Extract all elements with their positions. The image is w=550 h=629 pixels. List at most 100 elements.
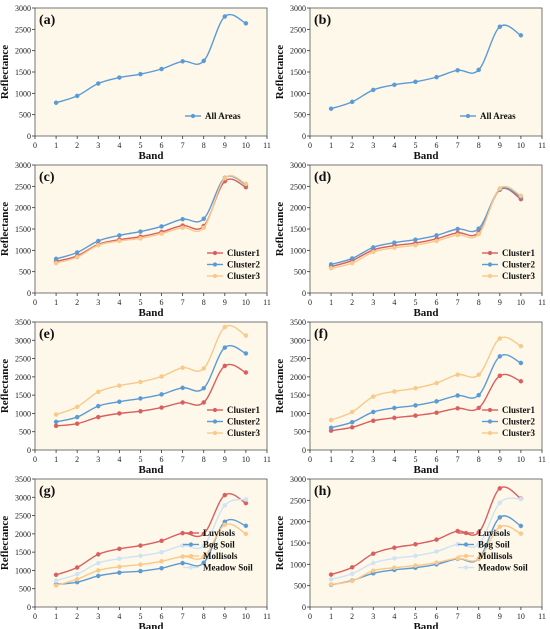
x-tick-label: 2 — [75, 612, 79, 621]
legend-label-cluster3: Cluster3 — [502, 271, 535, 281]
data-point-meadow-soil — [392, 556, 397, 561]
data-point-cluster3 — [328, 266, 334, 271]
data-point-cluster3 — [455, 232, 460, 238]
data-point-mollisols — [243, 531, 249, 537]
legend-marker-cluster3 — [212, 273, 218, 279]
x-tick-label: 6 — [160, 298, 164, 307]
x-tick-label: 3 — [371, 141, 375, 150]
y-tick-label: 2000 — [290, 373, 306, 382]
x-tick-label: 7 — [456, 298, 460, 307]
y-tick-label: 500 — [294, 428, 306, 437]
y-tick-label: 1000 — [15, 566, 31, 575]
legend-label-cluster2: Cluster2 — [502, 417, 535, 427]
data-point-mollisols — [434, 560, 439, 565]
legend-label-cluster3: Cluster3 — [227, 428, 260, 438]
x-tick-label: 7 — [456, 141, 460, 150]
y-tick-label: 3500 — [15, 475, 31, 484]
data-point-cluster2 — [455, 393, 460, 398]
data-point-luvisols — [497, 486, 503, 491]
legend-marker-cluster1 — [212, 407, 218, 413]
data-point-cluster1 — [497, 373, 503, 379]
series-line-cluster3 — [330, 336, 522, 421]
x-tick-label: 10 — [242, 612, 250, 621]
data-point-luvisols — [392, 545, 397, 550]
y-tick-label: 0 — [27, 132, 31, 141]
data-point-cluster3 — [328, 417, 334, 423]
data-point-mollisols — [371, 568, 376, 573]
series-line-bog-soil — [330, 515, 522, 586]
data-point-cluster3 — [74, 404, 80, 410]
data-point-mollisols — [222, 522, 228, 527]
y-tick-label: 500 — [294, 111, 306, 120]
x-tick-label: 7 — [181, 455, 185, 464]
panel-label: (g) — [39, 484, 56, 499]
data-point-cluster3 — [53, 260, 59, 266]
chart-panel-e: 0 1 2 3 4 5 6 7 8 9 10 11 0 500 1000 1500 2000 2500 3000 35… — [0, 318, 271, 476]
y-tick-label: 1500 — [290, 225, 306, 234]
data-point-cluster2 — [349, 256, 355, 261]
legend-label-cluster1: Cluster1 — [227, 248, 260, 258]
data-point-cluster1 — [180, 400, 185, 405]
data-point-cluster2 — [96, 238, 101, 244]
x-tick-label: 8 — [202, 298, 206, 307]
data-point-cluster1 — [413, 413, 418, 418]
y-tick-label: 0 — [302, 289, 306, 298]
legend-label-cluster2: Cluster2 — [227, 417, 260, 427]
panel-label: (f) — [314, 327, 328, 342]
legend-label-mollisols: Mollisols — [478, 551, 513, 561]
x-tick-label: 3 — [371, 612, 375, 621]
series-line-luvisols — [330, 486, 522, 576]
data-point-cluster2 — [455, 226, 460, 232]
x-tick-label: 5 — [413, 612, 417, 621]
y-tick-label: 1500 — [15, 225, 31, 234]
legend-label-cluster2: Cluster2 — [227, 260, 260, 270]
x-tick-label: 8 — [202, 455, 206, 464]
series-line-meadow-soil — [55, 498, 247, 582]
x-tick-label: 2 — [75, 141, 79, 150]
data-point-cluster2 — [117, 399, 122, 404]
data-point-bog-soil — [159, 565, 164, 571]
x-tick-label: 6 — [160, 141, 164, 150]
y-tick-label: 2500 — [15, 355, 31, 364]
data-point-cluster1 — [159, 405, 164, 410]
x-tick-label: 1 — [329, 612, 333, 621]
data-point-cluster2 — [138, 229, 143, 234]
data-point-mollisols — [53, 583, 59, 588]
y-tick-label: 3000 — [290, 161, 306, 170]
data-point-cluster2 — [243, 351, 249, 356]
data-point-cluster3 — [117, 238, 122, 244]
data-point-bog-soil — [96, 573, 101, 579]
data-point-mollisols — [349, 578, 355, 584]
data-point-cluster1 — [434, 410, 439, 415]
x-tick-label: 11 — [263, 455, 271, 464]
data-point-meadow-soil — [518, 496, 524, 502]
y-tick-label: 1000 — [15, 409, 31, 418]
x-tick-label: 2 — [350, 612, 354, 621]
x-axis-title: Band — [138, 307, 163, 319]
data-point-all-areas — [222, 14, 228, 19]
data-point-meadow-soil — [413, 553, 418, 559]
y-tick-label: 2500 — [290, 182, 306, 191]
x-tick-label: 3 — [371, 298, 375, 307]
data-point-cluster2 — [413, 403, 418, 408]
x-tick-label: 3 — [96, 141, 100, 150]
panel-label: (a) — [39, 13, 56, 28]
series-line-cluster3 — [55, 174, 247, 264]
data-point-meadow-soil — [371, 560, 376, 566]
x-tick-label: 0 — [308, 612, 312, 621]
data-point-cluster3 — [180, 365, 185, 370]
data-point-cluster3 — [243, 333, 249, 338]
y-tick-label: 0 — [302, 132, 306, 141]
y-tick-label: 500 — [19, 111, 31, 120]
legend-marker-mollisols — [188, 553, 194, 559]
data-point-cluster1 — [74, 421, 80, 426]
data-point-luvisols — [222, 492, 228, 498]
legend-label-meadow-soil: Meadow Soil — [203, 563, 253, 573]
data-point-mollisols — [74, 576, 80, 582]
data-point-cluster2 — [371, 409, 376, 415]
y-tick-label: 3000 — [290, 4, 306, 13]
y-tick-label: 2500 — [290, 355, 306, 364]
x-tick-label: 4 — [117, 455, 121, 464]
y-tick-label: 1000 — [290, 409, 306, 418]
data-point-mollisols — [455, 556, 460, 561]
